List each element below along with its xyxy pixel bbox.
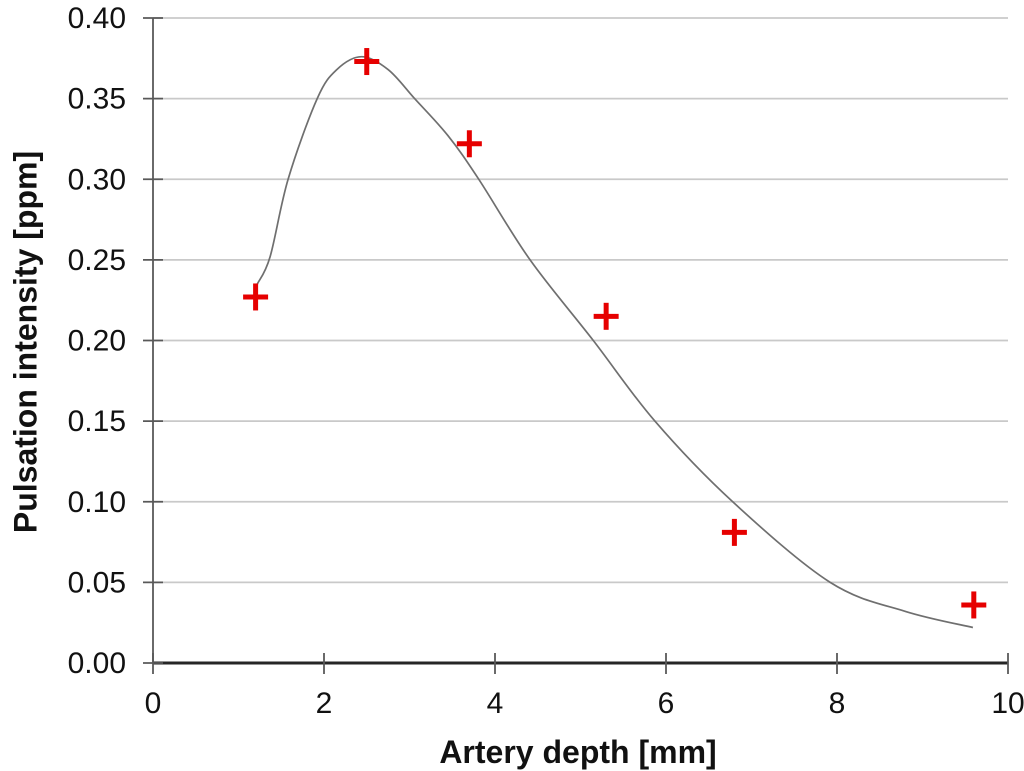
x-tick-label: 10 [991,687,1024,720]
y-tick-label: 0.40 [68,2,126,35]
y-tick-label: 0.10 [68,486,126,519]
y-tick-label: 0.00 [68,647,126,680]
fit-curve [256,55,974,629]
y-tick-label: 0.25 [68,244,126,277]
x-axis-title: Artery depth [mm] [439,734,717,770]
x-tick-label: 6 [658,687,675,720]
x-tick-label: 2 [316,687,333,720]
x-tick-label: 0 [145,687,162,720]
y-tick-label: 0.35 [68,83,126,116]
y-tick-label: 0.30 [68,163,126,196]
y-tick-label: 0.05 [68,566,126,599]
y-tick-label: 0.15 [68,405,126,438]
x-tick-label: 4 [487,687,504,720]
x-tick-label: 8 [829,687,846,720]
y-tick-label: 0.20 [68,325,126,358]
y-axis-title: Pulsation intensity [ppm] [7,150,44,534]
